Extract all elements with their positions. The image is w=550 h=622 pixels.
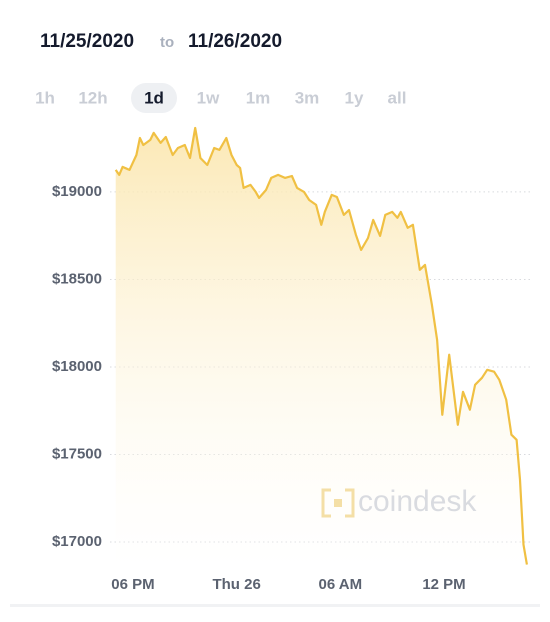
range-tab[interactable]: all (388, 88, 407, 107)
y-tick-label: $19000 (52, 183, 102, 200)
bottom-divider (10, 604, 540, 607)
plot: $17000 $17500 $18000 $18500 $19000 06 PM Thu 2… (52, 126, 530, 593)
range-tabs: 1h 12h 1d 1w 1m 3m 1y all (35, 83, 406, 113)
range-tab[interactable]: 3m (295, 88, 320, 107)
date-joiner: to (160, 34, 174, 51)
y-tick-label: $18500 (52, 270, 102, 287)
price-line (114, 126, 528, 565)
y-tick-label: $17000 (52, 533, 102, 550)
x-tick-label: 06 PM (111, 576, 154, 593)
range-tab[interactable]: 1h (35, 88, 55, 107)
range-tab[interactable]: 1y (345, 88, 364, 107)
y-tick-label: $18000 (52, 358, 102, 375)
x-tick-label: Thu 26 (212, 576, 260, 593)
tab-selected-pill[interactable] (131, 83, 177, 113)
range-tab[interactable]: 1d (144, 88, 164, 107)
date-to: 11/26/2020 (188, 31, 282, 52)
date-from: 11/25/2020 (40, 31, 134, 52)
range-tab[interactable]: 1w (197, 88, 220, 107)
x-tick-label: 06 AM (319, 576, 363, 593)
price-area (115, 128, 527, 569)
y-tick-label: $17500 (52, 445, 102, 462)
range-tab[interactable]: 1m (246, 88, 271, 107)
range-tab[interactable]: 12h (78, 88, 107, 107)
x-tick-label: 12 PM (422, 576, 465, 593)
watermark: coindesk (358, 485, 477, 518)
watermark-icon (321, 488, 355, 518)
